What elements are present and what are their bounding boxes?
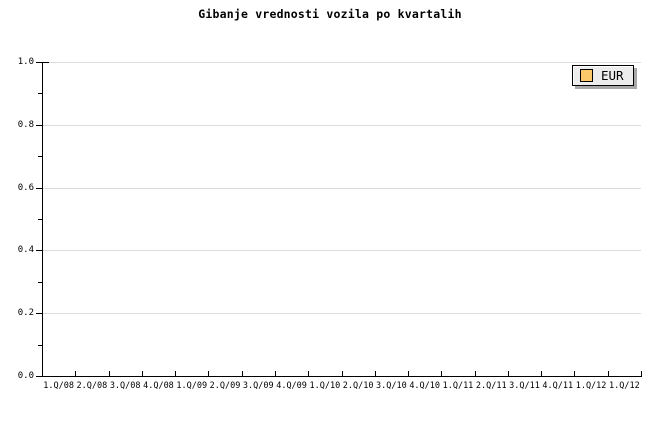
x-tick	[408, 371, 409, 376]
x-tick-label: 1.Q/09	[176, 381, 208, 391]
y-axis-end-cap	[42, 62, 49, 63]
x-tick-label: 3.Q/08	[109, 381, 141, 391]
y-tick-label: 0.0	[17, 371, 34, 381]
y-gridline	[43, 62, 641, 63]
y-tick-label: 0.6	[17, 183, 34, 193]
x-tick	[375, 371, 376, 376]
legend-swatch-icon	[580, 69, 593, 82]
x-tick	[308, 371, 309, 376]
y-tick-label: 0.2	[17, 308, 34, 318]
x-tick	[574, 371, 575, 376]
x-tick-label: 4.Q/10	[409, 381, 441, 391]
y-gridline	[43, 250, 641, 251]
y-tick	[36, 125, 42, 126]
x-tick-label: 1.Q/08	[43, 381, 74, 391]
x-tick	[109, 371, 110, 376]
y-tick	[36, 376, 42, 377]
x-tick-label: 1.Q/12	[575, 381, 607, 391]
x-tick	[508, 371, 509, 376]
y-tick-label: 0.4	[17, 245, 34, 255]
x-tick	[75, 371, 76, 376]
y-gridline	[43, 125, 641, 126]
x-tick	[208, 371, 209, 376]
y-tick	[36, 188, 42, 189]
x-tick-label: 2.Q/10	[342, 381, 374, 391]
y-gridline	[43, 188, 641, 189]
y-tick	[36, 62, 42, 63]
x-tick-label: 4.Q/09	[276, 381, 307, 391]
y-minor-tick	[38, 93, 42, 94]
x-tick-label: 4.Q/11	[542, 381, 574, 391]
x-tick-label: 1.Q/11	[442, 381, 474, 391]
y-minor-tick	[38, 156, 42, 157]
x-axis-line	[42, 376, 642, 377]
chart-title: Gibanje vrednosti vozila po kvartalih	[198, 7, 462, 21]
x-tick-label: 3.Q/11	[509, 381, 540, 391]
y-tick-label: 1.0	[17, 57, 34, 67]
x-tick	[275, 371, 276, 376]
y-tick	[36, 313, 42, 314]
x-tick-label: 2.Q/09	[209, 381, 241, 391]
x-tick-label: 2.Q/08	[76, 381, 108, 391]
x-tick	[475, 371, 476, 376]
y-minor-tick	[38, 345, 42, 346]
y-axis-line	[42, 62, 43, 377]
x-tick	[541, 371, 542, 376]
x-axis-end-cap	[641, 371, 642, 376]
y-minor-tick	[38, 282, 42, 283]
x-tick-label: 3.Q/09	[242, 381, 274, 391]
y-gridline	[43, 313, 641, 314]
x-tick	[175, 371, 176, 376]
legend: EUR	[572, 65, 634, 86]
x-tick-label: 1.Q/10	[309, 381, 341, 391]
x-tick	[142, 371, 143, 376]
x-tick	[342, 371, 343, 376]
x-tick-label: 3.Q/10	[376, 381, 407, 391]
x-tick-label: 1.Q/12	[608, 381, 640, 391]
x-tick-label: 4.Q/08	[143, 381, 174, 391]
legend-label: EUR	[601, 68, 624, 83]
x-tick	[441, 371, 442, 376]
x-tick	[608, 371, 609, 376]
y-minor-tick	[38, 219, 42, 220]
x-tick	[242, 371, 243, 376]
y-tick	[36, 250, 42, 251]
y-tick-label: 0.8	[17, 120, 34, 130]
x-tick-label: 2.Q/11	[475, 381, 507, 391]
